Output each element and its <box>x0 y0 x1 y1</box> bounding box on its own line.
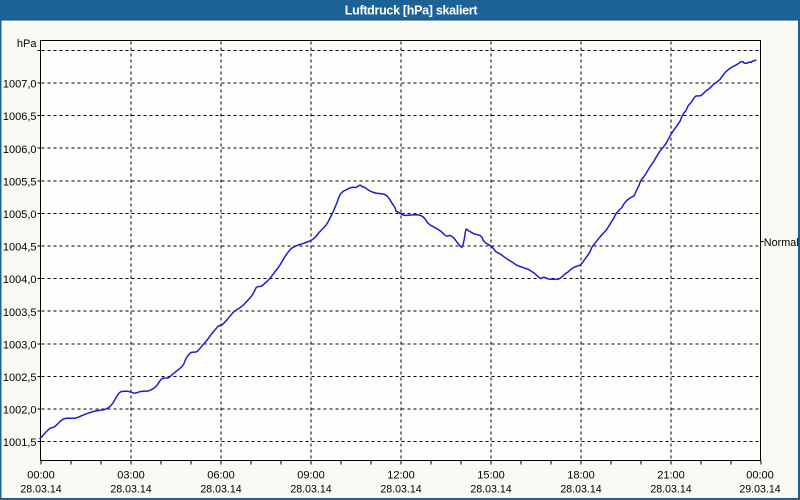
svg-text:1004,5: 1004,5 <box>3 242 37 254</box>
svg-text:00:00: 00:00 <box>27 470 55 482</box>
svg-text:28.03.14: 28.03.14 <box>560 484 601 496</box>
svg-text:28.03.14: 28.03.14 <box>470 484 511 496</box>
svg-text:1002,0: 1002,0 <box>3 405 37 417</box>
svg-text:28.03.14: 28.03.14 <box>650 484 691 496</box>
svg-text:06:00: 06:00 <box>207 470 235 482</box>
svg-text:1007,0: 1007,0 <box>3 79 37 91</box>
svg-text:hPa: hPa <box>17 38 37 50</box>
svg-text:18:00: 18:00 <box>567 470 595 482</box>
svg-text:28.03.14: 28.03.14 <box>200 484 241 496</box>
svg-text:1002,5: 1002,5 <box>3 372 37 384</box>
svg-text:12:00: 12:00 <box>387 470 415 482</box>
svg-text:1003,5: 1003,5 <box>3 307 37 319</box>
svg-text:28.03.14: 28.03.14 <box>110 484 151 496</box>
svg-text:1003,0: 1003,0 <box>3 339 37 351</box>
svg-text:Luftdruck [hPa] skaliert: Luftdruck [hPa] skaliert <box>345 4 479 18</box>
svg-text:1006,5: 1006,5 <box>3 111 37 123</box>
svg-text:15:00: 15:00 <box>477 470 505 482</box>
svg-text:1001,5: 1001,5 <box>3 437 37 449</box>
svg-text:1006,0: 1006,0 <box>3 144 37 156</box>
svg-text:1005,5: 1005,5 <box>3 176 37 188</box>
svg-text:1004,0: 1004,0 <box>3 274 37 286</box>
svg-text:00:00: 00:00 <box>746 470 774 482</box>
svg-text:28.03.14: 28.03.14 <box>290 484 331 496</box>
svg-text:03:00: 03:00 <box>117 470 145 482</box>
svg-text:1005,0: 1005,0 <box>3 209 37 221</box>
svg-text:Normal: Normal <box>764 237 799 249</box>
svg-text:09:00: 09:00 <box>297 470 325 482</box>
svg-text:28.03.14: 28.03.14 <box>380 484 421 496</box>
svg-text:29.03.14: 29.03.14 <box>739 484 780 496</box>
svg-text:28.03.14: 28.03.14 <box>20 484 61 496</box>
svg-text:21:00: 21:00 <box>657 470 685 482</box>
